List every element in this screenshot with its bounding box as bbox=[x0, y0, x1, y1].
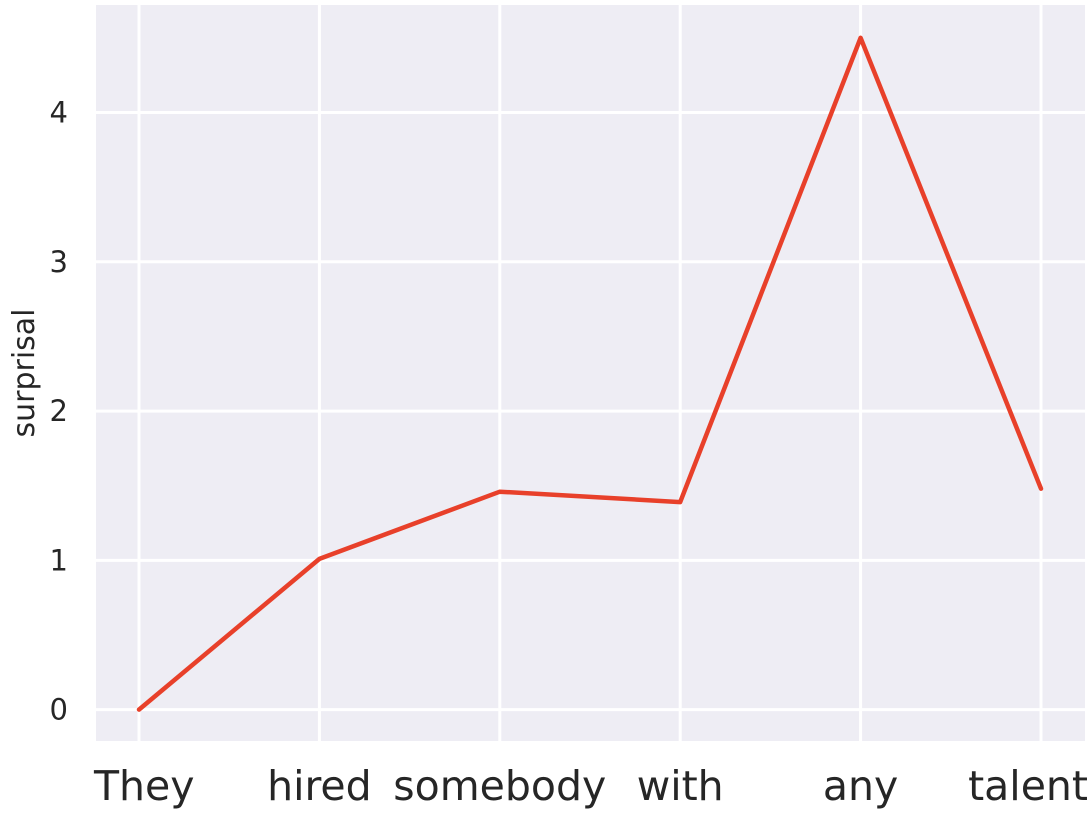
x-tick-label: somebody bbox=[393, 762, 606, 810]
surprisal-series-line bbox=[136, 35, 1044, 712]
x-tick-label: They bbox=[93, 762, 195, 810]
grid-lines bbox=[96, 5, 1085, 741]
y-tick-label: 1 bbox=[50, 543, 68, 577]
y-tick-label: 2 bbox=[50, 394, 68, 428]
x-tick-labels: They hired somebody with any talent bbox=[93, 762, 1088, 810]
y-tick-label: 0 bbox=[50, 693, 68, 727]
y-tick-label: 4 bbox=[50, 95, 68, 129]
y-tick-labels: 0 1 2 3 4 bbox=[50, 95, 68, 726]
x-tick-label: talent bbox=[968, 762, 1088, 810]
y-axis-label: surprisal bbox=[7, 308, 42, 437]
x-tick-label: hired bbox=[267, 762, 372, 810]
x-tick-label: with bbox=[637, 762, 724, 810]
plot-area bbox=[96, 5, 1085, 741]
x-tick-label: any bbox=[823, 762, 898, 810]
y-tick-label: 3 bbox=[50, 245, 68, 279]
